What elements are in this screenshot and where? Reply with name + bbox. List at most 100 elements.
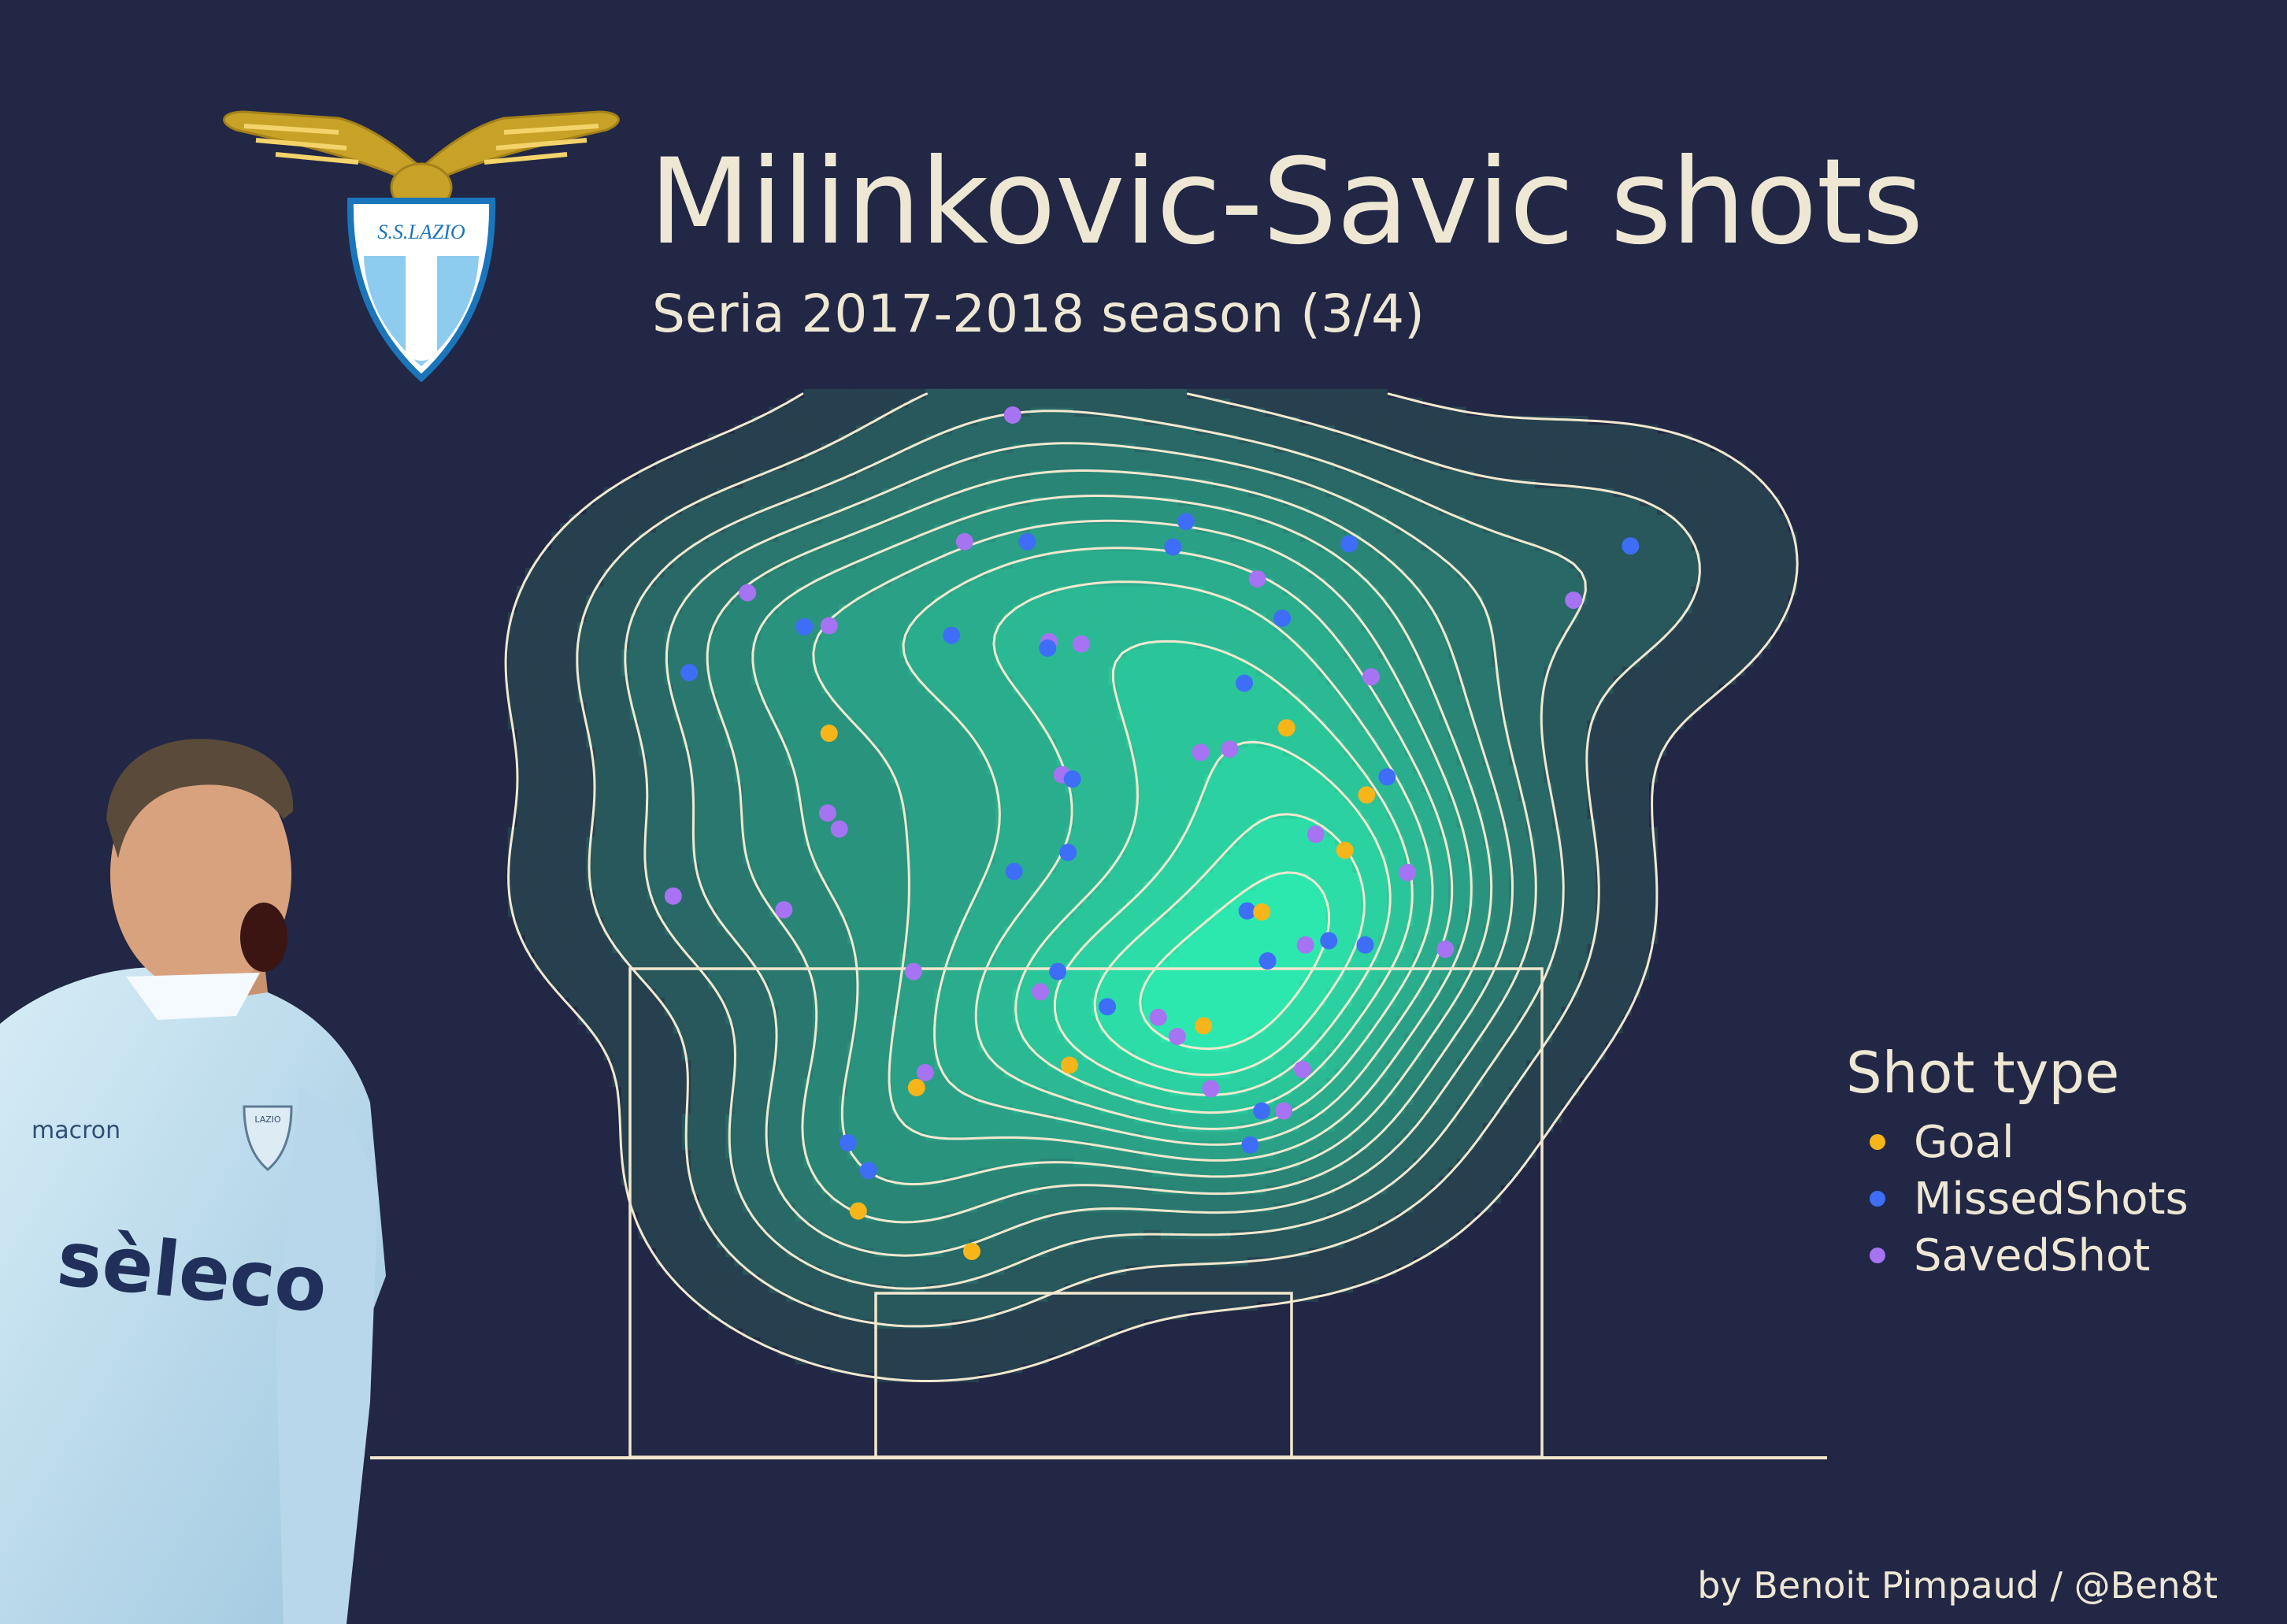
density-cell [960, 1104, 970, 1114]
density-cell [934, 1158, 944, 1168]
density-cell [1065, 1202, 1075, 1213]
density-cell [1187, 1283, 1197, 1293]
density-cell [725, 988, 736, 998]
density-cell [691, 1175, 701, 1186]
density-cell [1413, 1033, 1423, 1043]
density-cell [699, 934, 710, 944]
density-cell [899, 988, 910, 998]
density-cell [977, 1006, 988, 1016]
density-cell [647, 1113, 657, 1123]
density-cell [1204, 1283, 1214, 1293]
density-cell [1447, 1193, 1458, 1203]
density-cell [847, 1113, 858, 1123]
density-cell [960, 970, 970, 981]
density-cell [960, 1327, 970, 1338]
density-cell [1047, 1229, 1058, 1240]
density-cell [725, 1229, 736, 1240]
density-cell [717, 1166, 727, 1177]
density-cell [856, 1050, 866, 1061]
density-cell [1247, 943, 1258, 954]
density-cell [1622, 988, 1632, 998]
density-cell [717, 1059, 727, 1070]
density-cell [1378, 1166, 1388, 1177]
density-cell [743, 1247, 753, 1258]
density-cell [1160, 1211, 1170, 1222]
density-cell [1030, 1193, 1040, 1203]
density-cell [1039, 1122, 1049, 1133]
density-cell [1273, 1265, 1284, 1275]
density-cell [1117, 1023, 1127, 1034]
density-cell [795, 1014, 805, 1025]
density-cell [943, 1229, 953, 1240]
density-cell [821, 988, 831, 998]
density-cell [951, 952, 962, 962]
density-cell [1108, 943, 1118, 954]
density-cell [673, 916, 683, 926]
density-cell [699, 1229, 710, 1240]
density-cell [777, 943, 788, 954]
density-cell [865, 1292, 875, 1302]
density-cell [1221, 1050, 1232, 1061]
density-cell [1387, 1193, 1397, 1203]
density-cell [1039, 1068, 1049, 1078]
density-cell [760, 1238, 770, 1248]
density-cell [1134, 1033, 1144, 1043]
density-cell [1509, 1068, 1519, 1078]
density-cell [1622, 952, 1632, 962]
density-cell [882, 988, 892, 998]
density-cell [1526, 1014, 1536, 1025]
density-cell [734, 1247, 744, 1258]
density-cell [986, 916, 996, 926]
density-cell [882, 1310, 892, 1320]
density-cell [1221, 1148, 1232, 1159]
density-cell [595, 1023, 605, 1034]
density-cell [1030, 1068, 1040, 1078]
density-cell [1117, 934, 1127, 944]
density-cell [1308, 988, 1318, 998]
density-cell [1430, 1185, 1440, 1195]
density-cell [1125, 1247, 1136, 1258]
density-cell [638, 943, 648, 954]
density-cell [908, 1265, 918, 1275]
density-cell [865, 943, 875, 954]
density-cell [873, 1274, 884, 1285]
density-cell [977, 996, 988, 1007]
density-cell [760, 1086, 770, 1096]
density-cell [777, 1140, 788, 1150]
density-cell [1143, 1041, 1153, 1051]
density-cell [847, 1068, 858, 1078]
density-cell [1404, 1077, 1414, 1088]
density-cell [786, 1185, 796, 1195]
density-cell [829, 1202, 840, 1213]
density-cell [882, 1274, 892, 1285]
density-cell [1065, 925, 1075, 936]
density-cell [769, 1256, 779, 1266]
density-cell [995, 1185, 1005, 1195]
density-cell [1047, 1310, 1058, 1320]
density-cell [812, 1193, 822, 1203]
density-cell [838, 996, 848, 1007]
density-cell [1195, 1202, 1206, 1213]
density-cell [777, 1337, 788, 1347]
density-cell [1021, 1202, 1032, 1213]
density-cell [612, 925, 622, 936]
density-cell [1482, 1041, 1492, 1051]
density-cell [1273, 1283, 1284, 1293]
density-cell [1082, 1166, 1092, 1177]
density-cell [699, 1006, 710, 1016]
density-cell [1308, 1265, 1318, 1275]
density-cell [1221, 952, 1232, 962]
density-cell [708, 970, 718, 981]
density-cell [777, 996, 788, 1007]
density-cell [1404, 1238, 1414, 1248]
density-cell [1239, 934, 1249, 944]
density-cell [847, 1175, 858, 1186]
density-cell [812, 1158, 822, 1168]
density-cell [1187, 996, 1197, 1007]
density-cell [760, 1059, 770, 1070]
density-cell [1256, 1068, 1266, 1078]
density-cell [829, 952, 840, 962]
density-cell [1143, 988, 1153, 998]
density-cell [977, 952, 988, 962]
density-cell [1273, 979, 1284, 989]
